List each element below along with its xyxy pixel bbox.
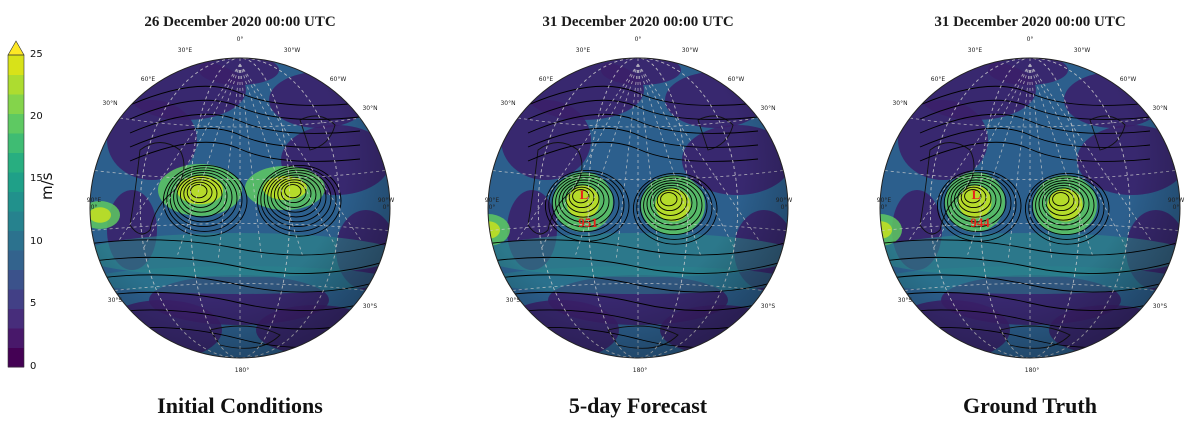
globe-shading xyxy=(90,58,390,358)
globe-shading xyxy=(488,58,788,358)
colorbar-tick-15: 15 xyxy=(30,173,43,184)
graticule-label-e30: 30°N xyxy=(1152,105,1167,112)
panel-caption: 5-day Forecast xyxy=(568,393,708,418)
colorbar-unit-label: m/s xyxy=(38,172,56,200)
graticule-label-e60: 60°W xyxy=(1120,76,1137,83)
graticule-label-ne: 30°W xyxy=(682,47,699,54)
graticule-label-top: 0° xyxy=(635,36,642,43)
globe-outline xyxy=(487,57,789,359)
graticule-label-top: 0° xyxy=(237,36,244,43)
graticule-label-se: 30°S xyxy=(363,303,378,310)
colorbar-band xyxy=(8,152,24,173)
panel-caption: Ground Truth xyxy=(963,393,1097,418)
graticule-label-e30: 30°N xyxy=(362,105,377,112)
colorbar-band xyxy=(8,172,24,192)
graticule-label-nw: 30°E xyxy=(576,47,591,54)
low-pressure-marker: L xyxy=(580,187,589,202)
graticule-label-e60: 60°W xyxy=(330,76,347,83)
graticule-label-nw: 30°E xyxy=(968,47,983,54)
colorbar-tick-20: 20 xyxy=(30,111,43,122)
panel-caption: Initial Conditions xyxy=(157,393,323,418)
graticule-label-nw: 30°E xyxy=(178,47,193,54)
panel-initial-conditions: 26 December 2020 00:00 UTC 0° 30°E 30°W 60°… xyxy=(70,0,410,422)
graticule-label-w60: 60°E xyxy=(141,76,156,83)
colorbar-tick-5: 5 xyxy=(30,298,37,309)
globe-map: 0° 30°E 30°W 60°E 60°W 30°N 30°N 90°E 0° 90°W 0° 30… xyxy=(87,36,395,374)
low-pressure-value: 944 xyxy=(970,215,990,230)
globe-outline xyxy=(89,57,391,359)
graticule-label-w60: 60°E xyxy=(539,76,554,83)
colorbar-band xyxy=(8,133,24,153)
graticule-label-e60: 60°W xyxy=(728,76,745,83)
colorbar-band xyxy=(8,230,24,251)
graticule-label-ne: 30°W xyxy=(1074,47,1091,54)
colorbar-band xyxy=(8,94,24,114)
graticule-label-bottom: 180° xyxy=(633,367,647,374)
graticule-label-sw: 30°S xyxy=(506,297,521,304)
graticule-label-w60: 60°E xyxy=(931,76,946,83)
colorbar-band xyxy=(8,308,24,329)
panel-date: 31 December 2020 00:00 UTC xyxy=(934,14,1126,30)
colorbar-band xyxy=(8,211,24,231)
globe-map: 0° 30°E 30°W 60°E 60°W 30°N 30°N 90°E 0° 90°W 0° 30… xyxy=(877,36,1185,374)
colorbar-band xyxy=(8,191,24,212)
colorbar-band xyxy=(8,74,24,95)
colorbar-band xyxy=(8,328,24,348)
panel-ground-truth: 31 December 2020 00:00 UTC 0° 30°E 30°W 60°… xyxy=(860,0,1200,422)
colorbar-graphic xyxy=(7,40,25,368)
low-pressure-value: 951 xyxy=(578,215,598,230)
colorbar-tick-10: 10 xyxy=(30,236,43,247)
graticule-label-w30: 30°N xyxy=(892,100,907,107)
colorbar-tick-25: 25 xyxy=(30,49,43,60)
colorbar-band xyxy=(8,289,24,309)
globe-map: 0° 30°E 30°W 60°E 60°W 30°N 30°N 90°E 0° 90°W 0° 30… xyxy=(485,36,793,374)
low-pressure-marker: L xyxy=(972,187,981,202)
graticule-label-eside: 90°W 0° xyxy=(776,197,793,211)
graticule-label-eside: 90°W 0° xyxy=(378,197,395,211)
globe-shading xyxy=(880,58,1180,358)
graticule-label-eside: 90°W 0° xyxy=(1168,197,1185,211)
colorbar: 0 5 10 15 20 25 m/s xyxy=(0,0,80,380)
panel-5-day-forecast: 31 December 2020 00:00 UTC 0° 30°E 30°W 60°… xyxy=(468,0,808,422)
graticule-label-sw: 30°S xyxy=(108,297,123,304)
graticule-label-se: 30°S xyxy=(761,303,776,310)
colorbar-band xyxy=(8,250,24,270)
panel-date: 26 December 2020 00:00 UTC xyxy=(144,14,336,30)
graticule-label-sw: 30°S xyxy=(898,297,913,304)
globe-outline xyxy=(879,57,1181,359)
graticule-label-ne: 30°W xyxy=(284,47,301,54)
graticule-label-e30: 30°N xyxy=(760,105,775,112)
graticule-label-bottom: 180° xyxy=(1025,367,1039,374)
graticule-label-se: 30°S xyxy=(1153,303,1168,310)
panel-date: 31 December 2020 00:00 UTC xyxy=(542,14,734,30)
graticule-label-top: 0° xyxy=(1027,36,1034,43)
graticule-label-w30: 30°N xyxy=(102,100,117,107)
colorbar-tick-0: 0 xyxy=(30,361,37,372)
graticule-label-wside: 90°E 0° xyxy=(87,197,102,211)
colorbar-band xyxy=(8,55,24,75)
colorbar-band xyxy=(8,113,24,134)
colorbar-band xyxy=(8,269,24,290)
graticule-label-bottom: 180° xyxy=(235,367,249,374)
graticule-label-w30: 30°N xyxy=(500,100,515,107)
colorbar-band xyxy=(8,347,24,368)
graticule-label-wside: 90°E 0° xyxy=(877,197,892,211)
graticule-label-wside: 90°E 0° xyxy=(485,197,500,211)
